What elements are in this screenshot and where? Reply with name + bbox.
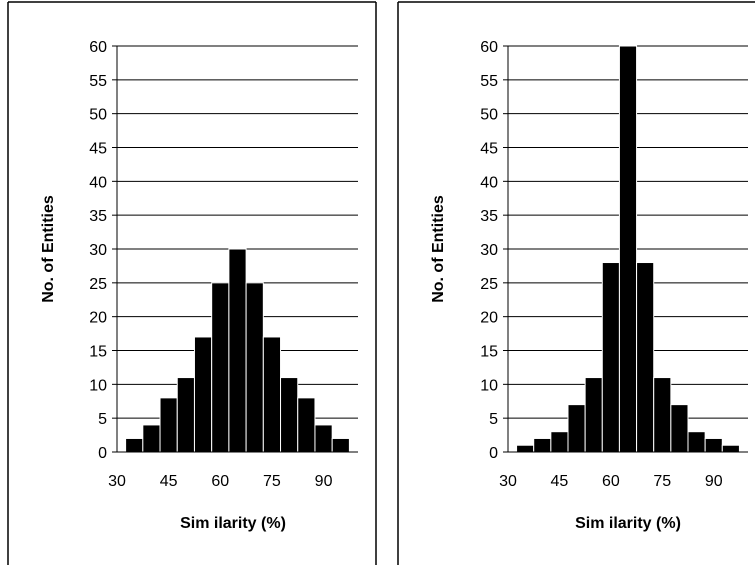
histogram-bar [670,404,689,453]
histogram-bar [601,262,620,453]
y-tick-label: 30 [480,242,498,259]
y-tick-label: 30 [89,242,107,259]
y-axis-label: No. of Entities [40,195,57,303]
x-axis-label: Sim ilarity (%) [180,515,286,532]
histogram-bar [584,377,603,453]
y-tick-label: 10 [89,377,107,394]
histogram-bar [176,377,195,453]
y-axis-label: No. of Entities [430,195,447,303]
y-tick-label: 55 [89,73,107,90]
y-tick-label: 0 [98,445,107,462]
histogram-bar [314,424,333,453]
x-tick-label: 45 [160,473,178,490]
histogram-bar [687,431,706,453]
histogram-bar [142,424,161,453]
y-tick-label: 50 [480,107,498,124]
histogram-bar [567,404,586,453]
histogram-right: No. of Entities Sim ilarity (%) 0 5 10 15 20… [430,39,748,532]
y-tick-label: 0 [489,445,498,462]
y-tick-label: 15 [480,344,498,361]
y-tick-label: 45 [480,141,498,158]
x-tick-label: 75 [263,473,281,490]
left-panel-frame [7,1,377,565]
y-tick-label: 5 [98,411,107,428]
histogram-bar [211,282,230,453]
x-tick-label: 30 [499,473,517,490]
histogram-bar [159,397,178,453]
y-tick-label: 15 [89,344,107,361]
x-tick-label: 60 [211,473,229,490]
histogram-bar [331,437,350,453]
y-tick-label: 40 [480,174,498,191]
y-tick-label: 60 [480,39,498,56]
histogram-bar [721,444,740,453]
x-tick-label: 45 [551,473,569,490]
y-tick-label: 10 [480,377,498,394]
y-tick-label: 35 [89,208,107,225]
histogram-bar [618,45,638,453]
y-tick-label: 50 [89,107,107,124]
x-axis-label: Sim ilarity (%) [575,515,681,532]
x-tick-label: 90 [705,473,723,490]
right-panel-frame [397,1,755,565]
histogram-bar [533,437,552,453]
histogram-bar [228,248,247,453]
y-tick-label: 55 [480,73,498,90]
y-tick-label: 20 [89,310,107,327]
y-tick-label: 45 [89,141,107,158]
histogram-bar [704,437,723,453]
y-tick-label: 5 [489,411,498,428]
histogram-bar [297,397,316,453]
y-tick-label: 60 [89,39,107,56]
y-tick-label: 35 [480,208,498,225]
histogram-bar [245,282,264,453]
histogram-bar [280,377,299,453]
histogram-bar [653,377,672,453]
histogram-bar [516,444,535,453]
x-tick-label: 30 [108,473,126,490]
histogram-left: No. of Entities Sim ilarity (%) 0 5 10 15 20… [40,39,358,532]
histogram-bar [193,336,213,453]
x-tick-label: 60 [602,473,620,490]
y-tick-label: 40 [89,174,107,191]
histogram-bar [550,431,569,453]
x-tick-label: 75 [653,473,671,490]
histogram-bar [125,437,144,453]
y-tick-label: 25 [89,276,107,293]
histogram-bar [262,336,282,453]
y-tick-label: 20 [480,310,498,327]
y-tick-label: 25 [480,276,498,293]
x-tick-label: 90 [315,473,333,490]
histogram-bar [636,262,655,453]
